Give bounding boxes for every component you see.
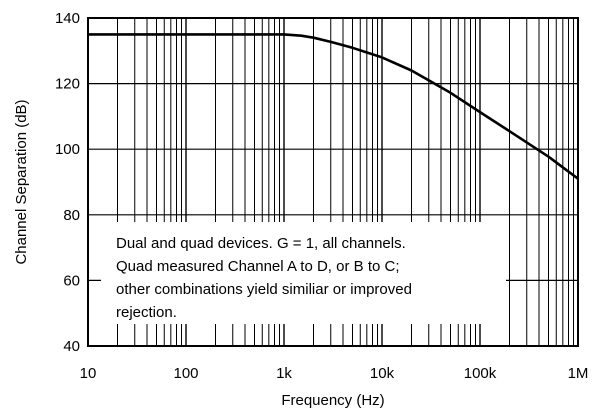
annotation-line-2: Quad measured Channel A to D, or B to C; <box>116 258 400 275</box>
x-tick-label: 1k <box>276 365 292 382</box>
y-tick-label: 140 <box>55 10 80 27</box>
x-tick-label: 100k <box>464 365 497 382</box>
x-tick-label: 1M <box>568 365 589 382</box>
y-tick-label: 40 <box>63 338 80 355</box>
x-tick-label: 100 <box>173 365 198 382</box>
annotation-line-3: other combinations yield similiar or imp… <box>116 281 412 298</box>
series-line <box>88 34 578 178</box>
annotation-line-1: Dual and quad devices. G = 1, all channe… <box>116 235 406 252</box>
y-tick-label: 100 <box>55 141 80 158</box>
y-tick-label: 120 <box>55 76 80 93</box>
series-lines <box>88 34 578 178</box>
annotation-box: Dual and quad devices. G = 1, all channe… <box>101 222 506 324</box>
x-tick-label: 10k <box>370 365 395 382</box>
y-tick-label: 60 <box>63 272 80 289</box>
y-tick-labels: 40 60 80 100 120 140 <box>55 10 80 355</box>
x-tick-label: 10 <box>80 365 97 382</box>
annotation-line-4: rejection. <box>116 304 177 321</box>
y-axis-label: Channel Separation (dB) <box>13 99 30 264</box>
x-axis-label: Frequency (Hz) <box>281 392 384 409</box>
x-tick-labels: 10 100 1k 10k 100k 1M <box>80 365 589 382</box>
y-tick-label: 80 <box>63 207 80 224</box>
